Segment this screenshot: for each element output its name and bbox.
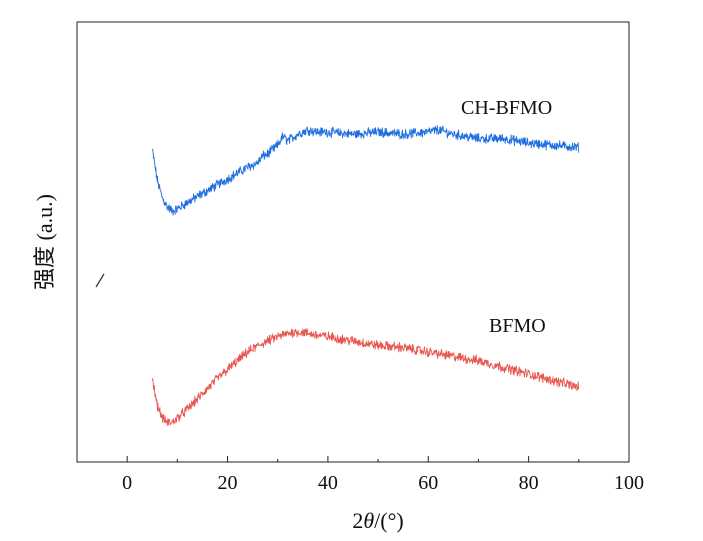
x-tick-label-80: 80 xyxy=(519,472,539,494)
x-tick-label-60: 60 xyxy=(418,472,438,494)
series-line-bfmo xyxy=(151,328,580,426)
x-tick-label-0: 0 xyxy=(122,472,132,494)
axis-break-mark xyxy=(95,273,105,288)
x-tick-label-40: 40 xyxy=(318,472,338,494)
series-label-bfmo: BFMO xyxy=(489,315,546,337)
series-lines xyxy=(151,125,580,426)
y-axis-label: 强度 (a.u.) xyxy=(32,194,57,290)
x-axis-label-unit: /(°) xyxy=(374,508,404,533)
x-axis-label-prefix: 2 xyxy=(352,508,363,533)
plot-frame xyxy=(76,21,630,463)
x-axis-tick-labels: 0 20 40 60 80 100 xyxy=(122,472,644,494)
x-axis-label-theta: θ xyxy=(363,508,374,533)
x-axis-label: 2θ/(°) xyxy=(352,508,403,533)
series-line-ch-bfmo xyxy=(152,125,580,216)
x-axis-ticks xyxy=(126,456,630,462)
series-label-ch-bfmo: CH-BFMO xyxy=(461,97,552,119)
x-tick-label-100: 100 xyxy=(614,472,644,494)
x-tick-label-20: 20 xyxy=(218,472,238,494)
